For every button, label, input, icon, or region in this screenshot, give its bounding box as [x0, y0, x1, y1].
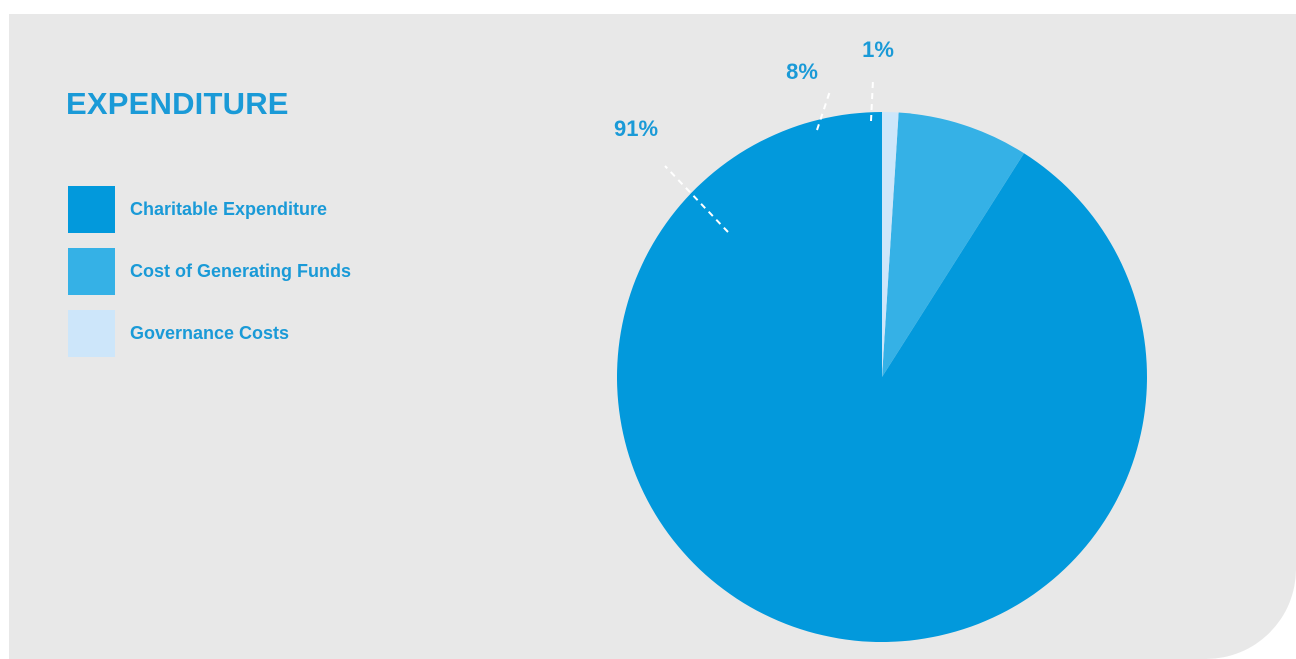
- data-label: 91%: [614, 116, 658, 141]
- legend-label: Charitable Expenditure: [130, 199, 328, 219]
- leader-line: [870, 79, 874, 122]
- legend-swatch: [68, 310, 115, 357]
- chart-title: EXPENDITURE: [66, 86, 289, 121]
- legend-label: Governance Costs: [130, 323, 290, 343]
- legend-swatch: [68, 248, 115, 295]
- legend-label: Cost of Generating Funds: [130, 261, 352, 281]
- data-label: 8%: [786, 59, 818, 84]
- legend-item-charitable-expenditure: Charitable Expenditure: [68, 186, 351, 233]
- data-label: 1%: [862, 37, 894, 62]
- legend: Charitable Expenditure Cost of Generatin…: [68, 186, 351, 372]
- legend-item-cost-of-generating-funds: Cost of Generating Funds: [68, 248, 351, 295]
- legend-swatch: [68, 186, 115, 233]
- pie-slice-cost-of-generating-funds: [882, 112, 1024, 377]
- legend-item-governance-costs: Governance Costs: [68, 310, 351, 357]
- leader-line: [664, 165, 729, 233]
- pie-slice-governance-costs: [882, 112, 899, 377]
- leader-line: [816, 90, 831, 131]
